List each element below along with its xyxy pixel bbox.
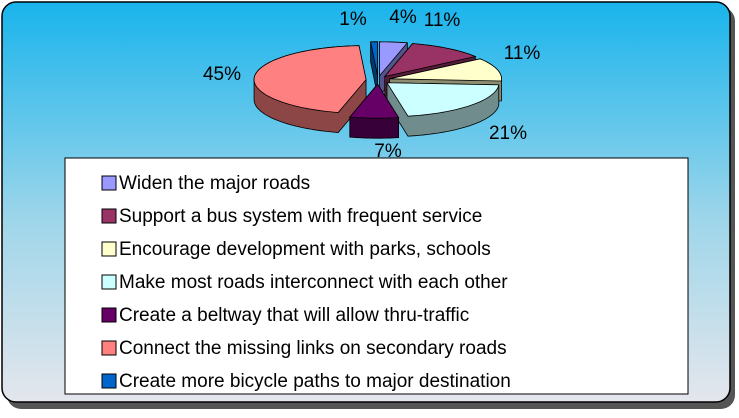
legend-swatch — [101, 274, 117, 290]
legend-label: Widen the major roads — [119, 173, 310, 194]
legend-label: Connect the missing links on secondary r… — [119, 338, 507, 359]
legend-swatch — [101, 307, 117, 323]
legend-swatch — [101, 241, 117, 257]
slice-top — [389, 58, 502, 82]
slice-top — [386, 82, 500, 117]
legend-label: Make most roads interconnect with each o… — [119, 272, 508, 293]
legend-swatch — [101, 340, 117, 356]
slice-top — [370, 41, 379, 76]
data-label: 11% — [504, 43, 541, 64]
slice — [253, 45, 367, 133]
data-label: 7% — [374, 141, 402, 162]
data-label: 4% — [389, 7, 417, 28]
legend-swatch — [101, 373, 117, 389]
legend-swatch — [101, 208, 117, 224]
slice-top — [383, 43, 477, 78]
legend-label: Create a beltway that will allow thru-tr… — [119, 305, 469, 326]
slice-top — [253, 45, 367, 113]
slice — [348, 83, 400, 139]
slice — [386, 82, 500, 137]
legend-label: Encourage development with parks, school… — [119, 239, 491, 260]
data-label: 21% — [489, 123, 527, 144]
slice-top — [348, 83, 400, 119]
data-label: 1% — [339, 9, 367, 30]
legend-swatch — [101, 175, 117, 191]
data-label: 11% — [424, 10, 461, 31]
slice — [370, 41, 379, 96]
legend-label: Create more bicycle paths to major desti… — [119, 371, 511, 392]
legend-label: Support a bus system with frequent servi… — [119, 206, 482, 227]
data-label: 45% — [203, 64, 241, 85]
legend-box — [64, 157, 689, 395]
slice-top — [379, 41, 409, 77]
